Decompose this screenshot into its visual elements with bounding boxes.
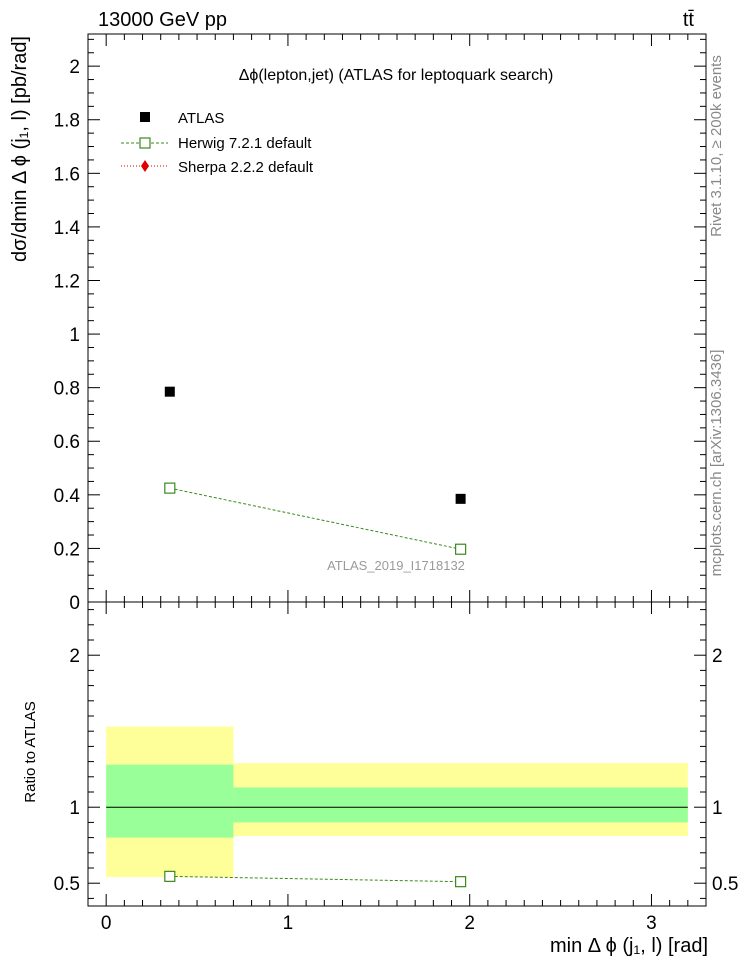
watermark: ATLAS_2019_I1718132 — [327, 558, 465, 573]
y-axis-label-main: dσ/dmin Δ ϕ (j₁, l) [pb/rad] — [9, 36, 31, 262]
main-y-tick-label-3: 0.6 — [54, 432, 80, 453]
herwig-point-1 — [455, 543, 467, 555]
main-y-tick-label-10: 2 — [69, 57, 80, 78]
x-tick-label-0: 0 — [101, 913, 112, 934]
ratio-y-tick-label-left-1: 1 — [69, 798, 80, 819]
legend-label-atlas: ATLAS — [178, 110, 224, 127]
ratio-bands — [106, 726, 688, 878]
ratio-y-tick-label-right-0: 0.5 — [712, 874, 738, 895]
ratio-band-green-1 — [233, 787, 688, 823]
main-y-tick-label-5: 1 — [69, 325, 80, 346]
main-y-tick-label-6: 1.2 — [54, 271, 80, 292]
herwig-ratio-point-0 — [164, 870, 176, 882]
plot-title: Δϕ(lepton,jet) (ATLAS for leptoquark sea… — [239, 67, 554, 84]
legend-marker-atlas — [140, 112, 150, 122]
axes: 0 0.2 0.4 0.6 0.8 1 1.2 1.4 1.6 1.8 2 0.5 0.5 1 1 2 2 0 1 2… — [54, 33, 738, 934]
ratio-band-green-0 — [106, 764, 234, 838]
header-right: tt̄ — [683, 9, 695, 31]
herwig-ratio-point-1 — [455, 876, 467, 888]
atlas-point-1 — [455, 493, 466, 504]
main-y-tick-label-7: 1.4 — [54, 218, 81, 239]
main-y-tick-label-8: 1.6 — [54, 164, 80, 185]
x-axis-label: min Δ ϕ (j₁, l) [rad] — [550, 935, 708, 957]
legend-marker-herwig — [139, 137, 151, 149]
main-y-tick-label-4: 0.8 — [54, 379, 80, 400]
mc-lines — [169, 487, 461, 883]
main-y-tick-label-9: 1.8 — [54, 111, 80, 132]
x-tick-label-3: 3 — [646, 913, 657, 934]
y-axis-label-ratio: Ratio to ATLAS — [22, 701, 39, 802]
main-y-tick-label-0: 0 — [69, 593, 80, 614]
side-text-bottom: mcplots.cern.ch [arXiv:1306.3436] — [708, 350, 725, 577]
header-left: 13000 GeV pp — [98, 9, 227, 31]
side-text-top: Rivet 3.1.10, ≥ 200k events — [708, 55, 725, 237]
x-tick-label-2: 2 — [464, 913, 475, 934]
ratio-y-tick-label-left-0: 0.5 — [54, 874, 80, 895]
herwig-line-main — [169, 487, 461, 550]
main-y-tick-label-1: 0.2 — [54, 539, 80, 560]
ratio-y-tick-label-right-2: 2 — [712, 646, 723, 667]
ratio-y-tick-label-right-1: 1 — [712, 798, 723, 819]
legend-marker-sherpa — [141, 160, 149, 172]
ratio-y-tick-label-left-2: 2 — [69, 646, 80, 667]
herwig-line-ratio — [169, 875, 461, 883]
herwig-point-0 — [164, 482, 176, 494]
markers — [164, 386, 467, 888]
main-y-tick-label-2: 0.4 — [54, 486, 81, 507]
legend-label-herwig: Herwig 7.2.1 default — [178, 135, 312, 152]
legend-label-sherpa: Sherpa 2.2.2 default — [178, 159, 314, 176]
atlas-point-0 — [164, 386, 175, 397]
legend: ATLAS Herwig 7.2.1 default Sherpa 2.2.2 … — [121, 110, 314, 176]
x-tick-label-1: 1 — [283, 913, 294, 934]
